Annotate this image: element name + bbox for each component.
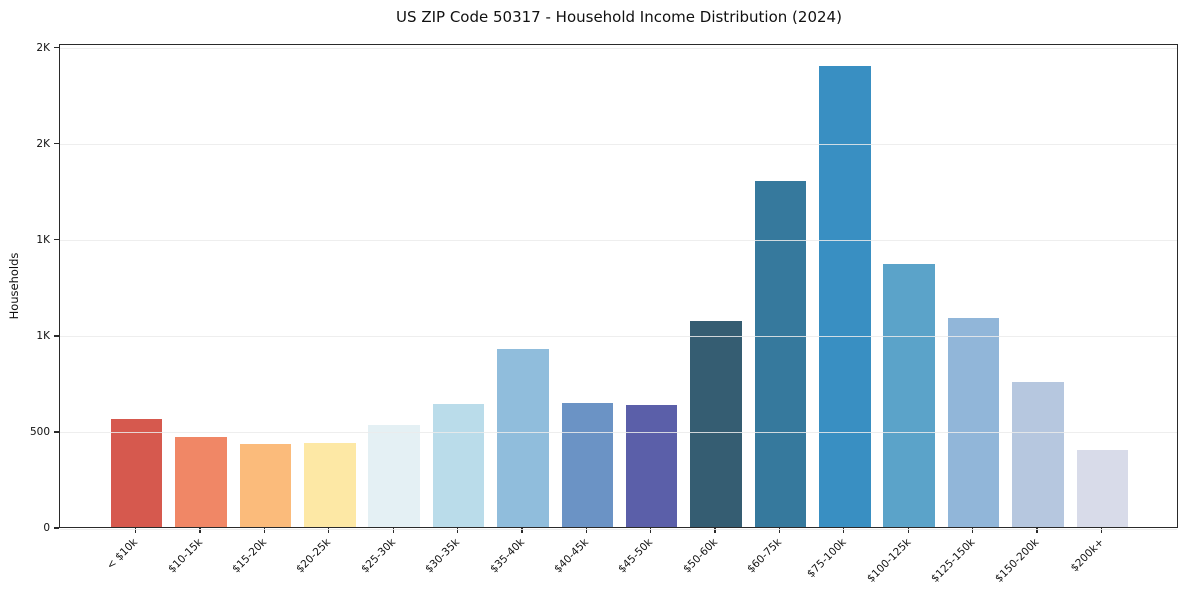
x-tick-mark (907, 528, 909, 533)
gridline (60, 48, 1177, 50)
x-tick-mark (650, 528, 652, 533)
x-tick-mark (392, 528, 394, 533)
x-tick-mark (263, 528, 265, 533)
y-tick-label: 1K (36, 233, 50, 246)
y-tick-mark (54, 335, 59, 337)
y-tick-label: 500 (29, 425, 50, 438)
bar-45-50k (625, 405, 678, 527)
bar-20-25k (304, 443, 356, 527)
y-tick-mark (54, 143, 59, 145)
bar-40-45k (561, 403, 614, 527)
y-tick-mark (54, 527, 59, 529)
bar-30-35k (432, 404, 485, 527)
x-tick-mark (843, 528, 845, 533)
x-tick-mark (199, 528, 201, 533)
y-tick-label: 0 (43, 522, 50, 534)
y-tick-label: 2K (36, 137, 50, 150)
bar-10k (110, 419, 163, 527)
bar-60-75k (754, 181, 807, 527)
gridline (60, 528, 1177, 530)
bar-200k (1076, 450, 1129, 527)
x-tick-mark (521, 528, 523, 533)
y-tick-label: 1K (36, 329, 50, 342)
plot-area (59, 44, 1178, 530)
y-axis-label: Households (7, 252, 21, 320)
bar-75-100k (819, 66, 871, 527)
gridline (60, 432, 1177, 434)
x-tick-mark (714, 528, 716, 533)
x-tick-mark (778, 528, 781, 533)
y-tick-mark (54, 47, 59, 49)
bar-150-200k (1012, 382, 1064, 527)
bar-125-150k (947, 317, 1000, 527)
y-tick-mark (54, 239, 59, 241)
bar-35-40k (497, 349, 549, 527)
y-tick-label: 2K (36, 41, 50, 54)
gridline (60, 240, 1177, 242)
gridline (60, 336, 1177, 338)
gridline (60, 144, 1177, 146)
x-tick-mark (135, 528, 137, 533)
bar-15-20k (239, 444, 292, 527)
y-tick-mark (54, 431, 59, 433)
bar-25-30k (368, 425, 420, 527)
x-tick-mark (328, 528, 330, 533)
x-tick-mark (1036, 528, 1038, 533)
x-tick-mark (585, 528, 587, 533)
x-tick-mark (972, 528, 974, 533)
x-tick-mark (1100, 528, 1102, 533)
bar-10-15k (175, 436, 227, 527)
chart-title: US ZIP Code 50317 - Household Income Dis… (396, 8, 842, 26)
x-tick-mark (456, 528, 459, 533)
bar-50-60k (690, 320, 742, 527)
bar-100-125k (883, 263, 935, 527)
